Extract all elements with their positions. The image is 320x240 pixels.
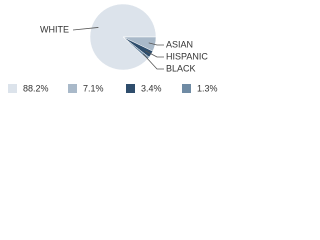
slice-label: BLACK bbox=[166, 63, 196, 73]
slice-label: WHITE bbox=[40, 24, 69, 34]
leader-line bbox=[148, 42, 164, 46]
legend-label: 7.1% bbox=[83, 83, 104, 93]
legend-label: 88.2% bbox=[23, 83, 49, 93]
leader-line bbox=[72, 27, 99, 31]
slice-label: ASIAN bbox=[166, 39, 193, 49]
slice-label: HISPANIC bbox=[166, 51, 208, 61]
legend-label: 3.4% bbox=[141, 83, 162, 93]
legend-label: 1.3% bbox=[197, 83, 218, 93]
legend-swatch bbox=[68, 84, 77, 93]
pie-slice bbox=[122, 36, 150, 60]
legend-swatch bbox=[126, 84, 135, 93]
chart: WHITE ASIAN HISPANIC BLACK 88.2% 7.1% 3.4% 1.3% bbox=[8, 3, 218, 93]
leader-line bbox=[145, 50, 164, 58]
leader-line bbox=[142, 53, 164, 70]
legend-swatch bbox=[182, 84, 191, 93]
legend-swatch bbox=[8, 84, 17, 93]
